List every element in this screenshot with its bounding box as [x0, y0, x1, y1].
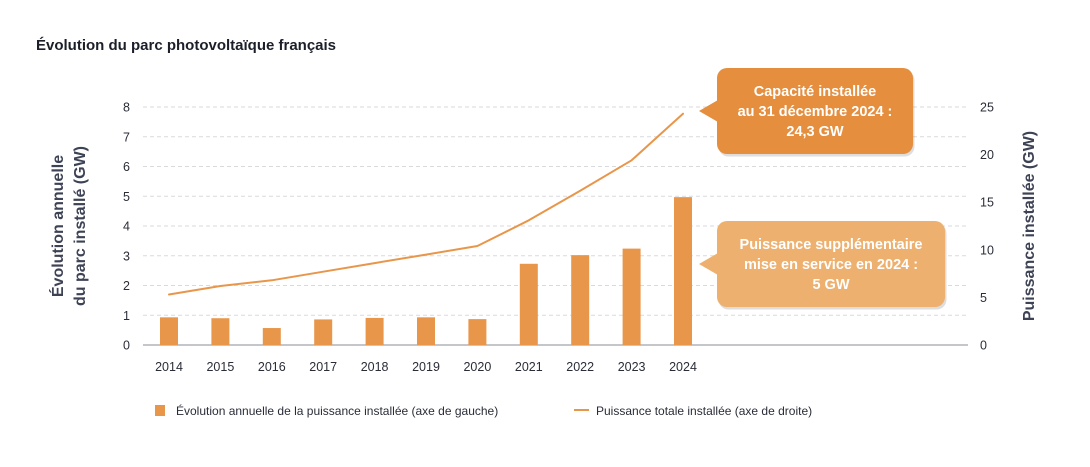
bar [674, 197, 692, 345]
bar [622, 248, 641, 345]
callout-pointer [699, 100, 718, 122]
y-tick-label-left: 1 [123, 309, 130, 323]
callout-background [717, 68, 913, 154]
x-tick-label: 2017 [309, 360, 337, 374]
callouts: Capacité installée au 31 décembre 2024 : 2… [699, 68, 947, 310]
callout-box: Capacité installée au 31 décembre 2024 : 2… [699, 68, 915, 157]
x-tick-label: 2022 [566, 360, 594, 374]
y-tick-label-right: 25 [980, 101, 994, 115]
y-axis-title-left-line-1: Évolution annuelle [48, 155, 67, 297]
x-tick-label: 2016 [258, 360, 286, 374]
left-axis-ticks: 0 1 2 3 4 5 6 7 8 [123, 101, 130, 353]
callout-pointer [699, 253, 718, 275]
y-tick-label-right: 10 [980, 243, 994, 257]
x-axis-ticks: 2014 2015 2016 2017 2018 2019 2020 2021 2022 2023… [155, 360, 697, 374]
y-axis-title-right: Puissance installée (GW) [1021, 131, 1038, 321]
x-tick-label: 2018 [361, 360, 389, 374]
legend-label-line: Puissance totale installée (axe de droit… [596, 404, 812, 418]
callout-text-line: Capacité installée [754, 84, 877, 100]
y-tick-label-left: 3 [123, 249, 130, 263]
callout-text-line: 5 GW [812, 277, 849, 293]
y-tick-label-left: 6 [123, 160, 130, 174]
callout-text-line: au 31 décembre 2024 : [738, 104, 893, 120]
y-tick-label-right: 5 [980, 291, 987, 305]
bar [365, 317, 384, 345]
bar [211, 318, 230, 345]
callout-text-line: mise en service en 2024 : [744, 257, 918, 273]
y-tick-label-right: 20 [980, 148, 994, 162]
y-tick-label-left: 0 [123, 339, 130, 353]
bar [417, 317, 435, 345]
y-tick-label-right: 0 [980, 339, 987, 353]
y-tick-label-left: 8 [123, 101, 130, 115]
callout-text-line: 24,3 GW [786, 124, 844, 140]
callout-text-line: Puissance supplémentaire [740, 237, 923, 253]
x-tick-label: 2015 [206, 360, 234, 374]
callout-background [717, 221, 945, 307]
bar-series [160, 197, 692, 345]
bar [314, 319, 333, 345]
legend-label-bars: Évolution annuelle de la puissance insta… [176, 403, 498, 418]
y-tick-label-left: 5 [123, 190, 130, 204]
bar [262, 328, 281, 345]
bar [571, 255, 590, 345]
x-tick-label: 2020 [463, 360, 491, 374]
y-tick-label-left: 7 [123, 130, 130, 144]
y-tick-label-left: 2 [123, 279, 130, 293]
series-line [168, 112, 684, 296]
x-tick-label: 2014 [155, 360, 183, 374]
chart-title: Évolution du parc photovoltaïque françai… [36, 37, 336, 54]
line-series [168, 112, 684, 296]
y-axis-title-left-line-2: du parc installé (GW) [72, 146, 89, 306]
x-tick-label: 2021 [515, 360, 543, 374]
x-tick-label: 2023 [618, 360, 646, 374]
right-axis-ticks: 0 5 10 15 20 25 [980, 101, 994, 353]
x-tick-label: 2024 [669, 360, 697, 374]
legend-swatch-bars [155, 405, 165, 416]
legend: Évolution annuelle de la puissance insta… [155, 403, 812, 418]
x-tick-label: 2019 [412, 360, 440, 374]
bar [160, 317, 178, 345]
bar [519, 263, 538, 345]
callout-box: Puissance supplémentaire mise en service … [699, 221, 947, 310]
y-tick-label-right: 15 [980, 196, 994, 210]
bar [468, 319, 487, 345]
y-tick-label-left: 4 [123, 220, 130, 234]
